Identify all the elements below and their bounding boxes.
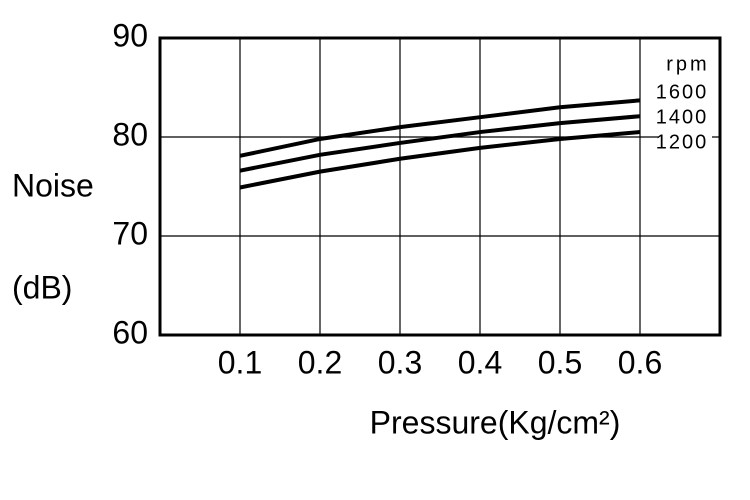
- x-tick-label: 0.4: [458, 344, 502, 380]
- y-tick-label: 90: [112, 17, 148, 53]
- x-tick-label: 0.2: [298, 344, 342, 380]
- x-tick-label: 0.1: [218, 344, 262, 380]
- legend-label: 1200: [656, 131, 709, 153]
- legend-title: rpm: [666, 53, 709, 75]
- legend-label: 1600: [656, 81, 709, 103]
- y-tick-label: 70: [112, 215, 148, 251]
- plot-frame: [158, 36, 722, 337]
- y-tick-label: 80: [112, 116, 148, 152]
- x-axis-label: Pressure(Kg/cm²): [370, 404, 621, 440]
- y-axis-label: Noise: [12, 167, 94, 203]
- legend-label: 1400: [656, 106, 709, 128]
- y-axis-label: (dB): [12, 269, 72, 305]
- x-tick-label: 0.6: [618, 344, 662, 380]
- series-line: [239, 98, 641, 158]
- x-tick-label: 0.5: [538, 344, 582, 380]
- y-tick-label: 60: [112, 314, 148, 350]
- series-line: [239, 130, 641, 190]
- x-tick-label: 0.3: [378, 344, 422, 380]
- legend-background: [658, 50, 712, 156]
- series-line: [239, 114, 641, 173]
